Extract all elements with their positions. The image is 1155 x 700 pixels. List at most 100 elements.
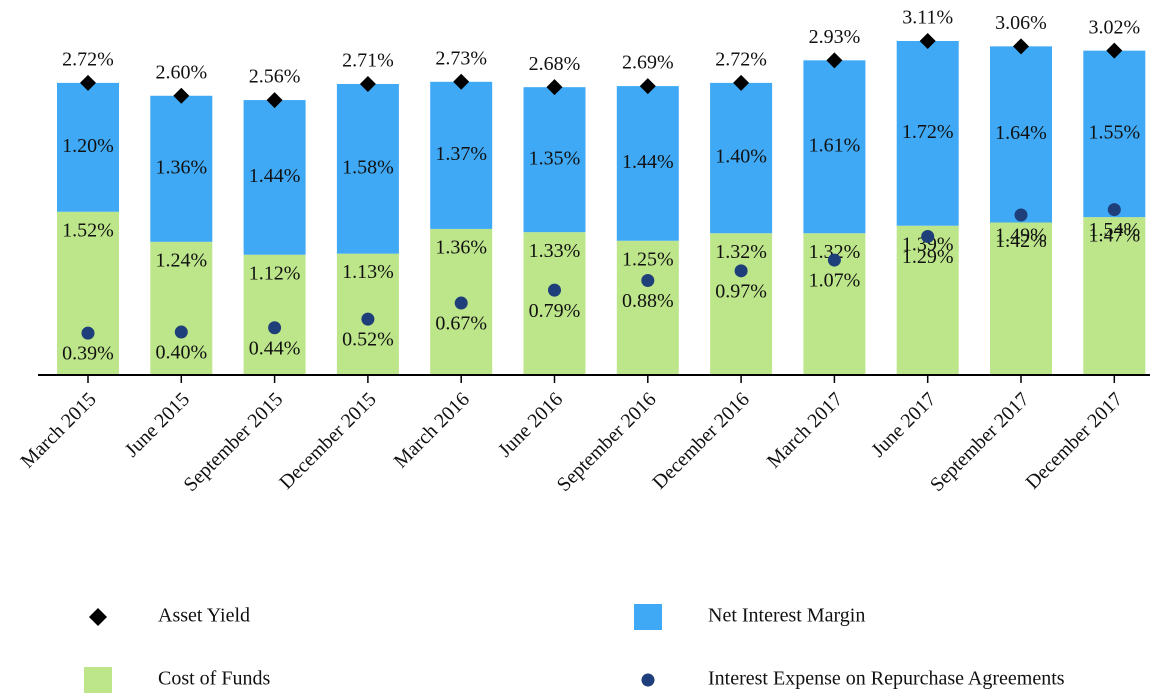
legend-label: Net Interest Margin	[708, 605, 865, 627]
value-label: 1.29%	[902, 246, 954, 268]
value-label: 0.44%	[249, 337, 301, 359]
x-tick-label: March 2016	[390, 388, 474, 472]
dot-marker	[827, 253, 841, 267]
value-label: 1.49%	[995, 225, 1047, 247]
bar-segment	[150, 95, 213, 242]
bar-segment	[710, 82, 773, 234]
value-label: 1.36%	[155, 156, 207, 178]
bar-segment	[430, 81, 493, 229]
value-label: 3.06%	[995, 12, 1047, 34]
value-label: 1.13%	[342, 261, 394, 283]
diamond-marker	[359, 75, 376, 92]
value-label: 1.44%	[622, 151, 674, 173]
bar-segment	[523, 232, 586, 375]
dot-marker	[921, 229, 935, 243]
bar-segment	[523, 87, 586, 233]
value-label: 0.79%	[529, 300, 581, 322]
dot-marker	[361, 312, 375, 326]
value-label: 3.11%	[902, 7, 953, 29]
value-label: 1.40%	[715, 146, 767, 168]
x-tick-label: September 2015	[180, 388, 288, 496]
value-label: 1.47%	[1088, 225, 1140, 247]
diamond-marker	[733, 74, 750, 91]
x-tick-label: December 2015	[275, 388, 380, 493]
legend-swatch	[89, 608, 107, 626]
value-label: 1.32%	[715, 241, 767, 263]
bar-segment	[1083, 50, 1146, 218]
bar-segment	[616, 86, 679, 241]
value-label: 0.88%	[622, 290, 674, 312]
value-label: 1.52%	[62, 219, 114, 241]
value-label: 1.25%	[622, 248, 674, 270]
value-label: 1.12%	[249, 262, 301, 284]
diamond-marker	[266, 92, 283, 109]
value-label: 1.39%	[902, 233, 954, 255]
dot-marker	[1107, 203, 1121, 217]
x-tick-label: December 2016	[648, 388, 753, 493]
bar-segment	[57, 82, 119, 212]
diamond-marker	[173, 87, 190, 104]
value-label: 2.72%	[715, 48, 767, 70]
bar-segment	[616, 240, 679, 375]
diamond-marker	[546, 79, 563, 96]
dot-marker	[268, 321, 282, 335]
bar-segment	[990, 222, 1052, 375]
value-label: 1.58%	[342, 156, 394, 178]
diamond-marker	[80, 74, 96, 91]
x-tick-label: June 2016	[494, 388, 567, 461]
x-tick-label: March 2015	[16, 388, 100, 472]
value-label: 0.67%	[435, 313, 487, 335]
value-label: 1.37%	[435, 143, 487, 165]
value-label: 1.72%	[902, 121, 954, 143]
value-label: 1.55%	[1088, 121, 1140, 143]
value-label: 0.40%	[155, 342, 207, 364]
dot-marker	[548, 283, 561, 297]
value-label: 1.36%	[435, 237, 487, 259]
dot-marker	[734, 264, 748, 278]
x-tick-label: September 2016	[553, 388, 661, 496]
bar-segment	[896, 41, 959, 226]
value-label: 1.44%	[249, 165, 301, 187]
value-label: 3.02%	[1088, 16, 1140, 38]
diamond-marker	[1106, 42, 1123, 59]
bar-segment	[336, 83, 399, 254]
dot-marker	[454, 296, 468, 310]
value-label: 0.39%	[62, 343, 114, 365]
diamond-marker	[826, 52, 843, 69]
dot-marker	[174, 325, 188, 339]
diamond-marker	[639, 78, 656, 95]
value-label: 2.68%	[529, 53, 581, 75]
bar-segment	[1083, 217, 1146, 375]
bar-segment	[243, 254, 306, 375]
x-tick-label: March 2017	[763, 388, 847, 472]
diamond-marker	[919, 33, 936, 49]
value-label: 1.54%	[1088, 219, 1140, 241]
legend-swatch	[634, 604, 662, 630]
bar-segment	[803, 60, 866, 234]
value-label: 1.64%	[995, 122, 1047, 144]
value-label: 1.20%	[62, 135, 114, 157]
value-label: 1.24%	[155, 249, 207, 271]
bar-segment	[710, 233, 773, 375]
bar-segment	[150, 241, 213, 375]
value-label: 2.69%	[622, 52, 674, 74]
legend-swatch	[641, 673, 655, 687]
value-label: 0.52%	[342, 329, 394, 351]
x-tick-label: December 2017	[1022, 388, 1127, 493]
x-tick-label: June 2017	[867, 388, 940, 461]
legend-swatch	[84, 667, 112, 693]
bar-segment	[243, 100, 306, 255]
dot-marker	[81, 326, 95, 340]
bar-segment	[57, 211, 119, 375]
value-label: 1.42%	[995, 230, 1047, 252]
value-label: 2.93%	[809, 26, 861, 48]
value-label: 1.33%	[529, 240, 581, 262]
legend-label: Interest Expense on Repurchase Agreement…	[708, 668, 1065, 690]
legend-label: Asset Yield	[158, 605, 250, 627]
diamond-marker	[1013, 38, 1029, 55]
value-label: 2.73%	[435, 47, 487, 69]
value-label: 2.71%	[342, 50, 394, 72]
dot-marker	[641, 273, 655, 287]
bar-segment	[896, 225, 959, 375]
